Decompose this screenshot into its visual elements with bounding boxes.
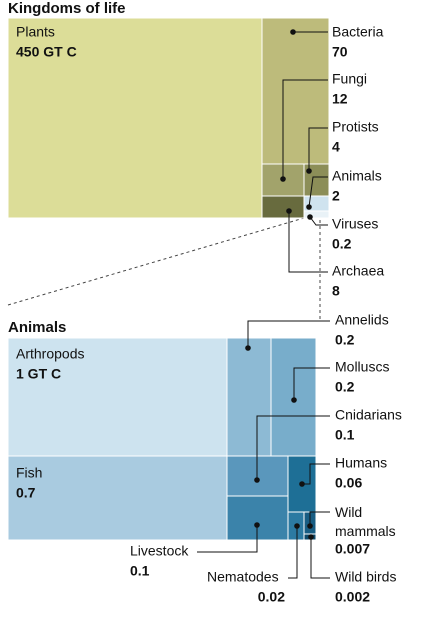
category-label: Fish	[16, 465, 42, 481]
leader-dot	[307, 523, 313, 529]
value-label: 0.06	[335, 475, 362, 491]
category-label: Nematodes	[207, 569, 279, 585]
treemap-cell	[7, 17, 263, 219]
category-label: Molluscs	[335, 359, 389, 375]
treemap-cell	[7, 455, 228, 541]
value-label: 0.7	[16, 485, 36, 501]
chart-title: Kingdoms of life	[8, 0, 126, 17]
value-label: 0.02	[258, 589, 285, 605]
category-label: Arthropods	[16, 346, 84, 362]
category-label: Protists	[332, 119, 379, 135]
leader-line	[309, 216, 328, 226]
leader-line	[282, 79, 328, 179]
treemap-cell	[7, 337, 228, 457]
category-label: Fungi	[332, 71, 367, 87]
value-label: 2	[332, 188, 340, 204]
category-label: Viruses	[332, 216, 378, 232]
leader-line	[308, 127, 328, 171]
value-label: 0.007	[335, 541, 370, 557]
category-label: Annelids	[335, 312, 389, 328]
category-label: Animals	[332, 168, 382, 184]
leader-line	[310, 537, 330, 579]
leader-dot	[290, 29, 296, 35]
value-label: 0.1	[335, 427, 355, 443]
leader-line	[256, 415, 330, 480]
leader-dot	[306, 204, 312, 210]
leader-line	[197, 525, 258, 553]
leader-dot	[306, 168, 312, 174]
leader-dot	[254, 522, 260, 528]
treemap-cell	[261, 17, 330, 165]
leader-line	[293, 367, 330, 400]
category-label: Humans	[335, 455, 387, 471]
leader-line	[288, 526, 298, 579]
leader-line	[309, 511, 330, 526]
value-label: 8	[332, 283, 340, 299]
value-label: 0.1	[130, 563, 150, 579]
leader-dot	[308, 534, 314, 540]
leader-line	[308, 176, 328, 208]
value-label: 450 GT C	[16, 44, 77, 60]
value-label: 4	[332, 139, 340, 155]
treemap-cell	[261, 195, 305, 219]
category-label: Archaea	[332, 263, 384, 279]
value-label: 0.2	[335, 379, 355, 395]
leader-dot	[299, 481, 305, 487]
leader-line	[247, 320, 330, 348]
value-label: 70	[332, 44, 348, 60]
value-label: 0.2	[332, 236, 352, 252]
value-label: 12	[332, 91, 348, 107]
leader-dot	[280, 176, 286, 182]
value-label: 0.2	[335, 332, 355, 348]
leader-dot	[294, 523, 300, 529]
value-label: 1 GT C	[16, 366, 61, 382]
leader-line	[302, 463, 330, 485]
leader-line	[288, 211, 328, 273]
category-label: Cnidarians	[335, 407, 402, 423]
category-label: Livestock	[130, 543, 189, 559]
category-label: Wild mammals	[335, 504, 396, 539]
category-label: Plants	[16, 24, 55, 40]
leader-dot	[254, 477, 260, 483]
value-label: 0.002	[335, 589, 370, 605]
leader-dot	[286, 208, 292, 214]
category-label: Bacteria	[332, 24, 384, 40]
leader-dot	[307, 214, 313, 220]
zoom-line	[7, 217, 305, 306]
leader-dot	[291, 397, 297, 403]
treemap-cell	[226, 337, 272, 457]
leader-dot	[245, 345, 251, 351]
chart-title: Animals	[8, 319, 66, 336]
category-label: Wild birds	[335, 569, 396, 585]
